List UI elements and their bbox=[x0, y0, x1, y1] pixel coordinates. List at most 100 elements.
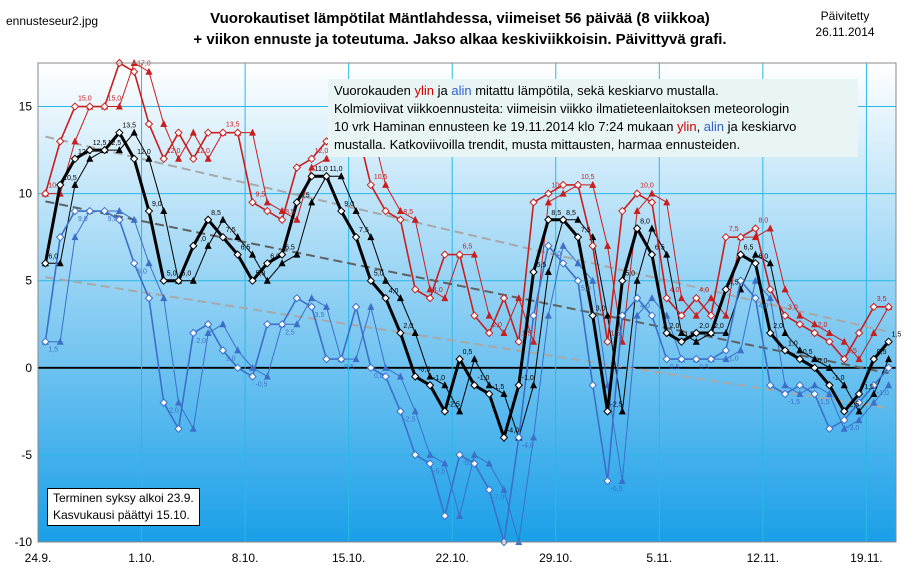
data-label: 10,0 bbox=[640, 183, 654, 190]
data-point bbox=[632, 224, 642, 233]
forecast-max-line-triangle bbox=[204, 154, 212, 162]
axes: -10 -5 0 5 10 15 24.9. 1.10. 8.10. 15.10. 22.10. 29… bbox=[15, 62, 897, 565]
data-label: 8,5 bbox=[551, 210, 561, 217]
data-point bbox=[174, 276, 183, 285]
forecast-max-line-triangle bbox=[411, 215, 419, 223]
forecast-max-line-triangle bbox=[633, 207, 641, 215]
data-point bbox=[840, 407, 849, 416]
forecast-min-line-triangle bbox=[500, 485, 508, 493]
file-label: ennusteseur2.jpg bbox=[6, 14, 99, 28]
data-point bbox=[129, 67, 139, 76]
forecast-max-line-triangle bbox=[500, 328, 508, 336]
forecast-min-line-triangle bbox=[870, 398, 878, 406]
data-label: 0,5 bbox=[803, 349, 813, 356]
forecast-mean-line bbox=[45, 131, 890, 440]
data-point bbox=[544, 241, 553, 251]
forecast-min-line-triangle bbox=[855, 416, 863, 424]
series-line-1 bbox=[44, 210, 890, 543]
forecast-max-line-triangle bbox=[589, 180, 597, 188]
forecast-mean-line-triangle bbox=[308, 198, 316, 206]
data-point bbox=[692, 293, 701, 303]
x-tick-label: 24.9. bbox=[25, 551, 52, 565]
forecast-min-line-triangle bbox=[263, 372, 271, 380]
data-point bbox=[144, 119, 154, 129]
data-point bbox=[100, 206, 109, 216]
data-point bbox=[322, 172, 331, 181]
forecast-max-line-triangle bbox=[308, 163, 316, 171]
data-point bbox=[159, 276, 168, 285]
data-label: 6,5 bbox=[655, 245, 665, 252]
data-point bbox=[70, 102, 80, 111]
data-point bbox=[322, 354, 331, 364]
data-point bbox=[558, 180, 568, 190]
data-point bbox=[144, 206, 154, 216]
data-point bbox=[100, 145, 109, 155]
data-point bbox=[706, 328, 716, 338]
forecast-min-line-triangle bbox=[411, 407, 419, 415]
forecast-min-line-triangle bbox=[322, 302, 330, 310]
data-point bbox=[307, 154, 316, 164]
data-label: 0,0 bbox=[374, 373, 384, 380]
data-label: 15,0 bbox=[108, 96, 122, 103]
data-label: 0,5 bbox=[699, 364, 709, 371]
forecast-mean-line-triangle bbox=[648, 224, 656, 232]
data-label: 10,5 bbox=[374, 174, 388, 181]
data-point bbox=[766, 328, 775, 338]
data-label: 6,5 bbox=[285, 245, 295, 252]
forecast-min-line-triangle bbox=[811, 381, 819, 389]
data-label: -2,0 bbox=[167, 408, 179, 415]
data-label: 11,0 bbox=[329, 166, 342, 173]
data-point bbox=[455, 450, 464, 460]
data-point bbox=[484, 328, 494, 338]
data-label: 8,5 bbox=[285, 209, 295, 216]
forecast-mean-line-triangle bbox=[441, 381, 449, 389]
data-label: 2,0 bbox=[699, 323, 709, 330]
forecast-min-line-triangle bbox=[781, 381, 789, 389]
forecast-mean-line-triangle bbox=[352, 207, 360, 215]
data-point bbox=[396, 328, 405, 338]
forecast-mean-line-triangle bbox=[811, 355, 819, 363]
forecast-mean-line-triangle bbox=[382, 276, 390, 284]
forecast-min-line-triangle bbox=[737, 346, 745, 354]
data-label: 10,5 bbox=[63, 175, 77, 182]
forecast-max-line-triangle bbox=[870, 328, 878, 336]
data-point bbox=[189, 328, 198, 338]
data-point bbox=[41, 259, 50, 268]
forecast-mean-line-triangle bbox=[678, 328, 685, 336]
forecast-mean-line-triangle bbox=[530, 381, 538, 389]
data-point bbox=[292, 163, 302, 172]
forecast-min-line-triangle bbox=[71, 233, 79, 241]
data-point bbox=[677, 354, 686, 364]
data-point bbox=[825, 381, 834, 390]
data-point bbox=[396, 215, 405, 224]
data-point bbox=[618, 206, 627, 216]
data-label: -1,0 bbox=[477, 375, 489, 382]
forecast-min-line-triangle bbox=[234, 346, 242, 354]
trend-lines bbox=[45, 135, 889, 410]
data-label: 4,5 bbox=[729, 279, 739, 286]
x-tick-label: 8.10. bbox=[232, 551, 259, 565]
data-label: 3,5 bbox=[315, 312, 325, 319]
data-point bbox=[85, 102, 94, 111]
forecast-max-line-triangle bbox=[115, 102, 123, 110]
data-point bbox=[514, 381, 523, 390]
forecast-min-line-triangle bbox=[825, 389, 833, 397]
data-label: 6,0 bbox=[758, 253, 768, 260]
forecast-max-line-triangle bbox=[811, 320, 819, 328]
data-label: 8,5 bbox=[566, 210, 576, 217]
data-point bbox=[840, 415, 849, 425]
forecast-mean-line-triangle bbox=[367, 233, 375, 241]
x-tick-label: 19.11. bbox=[850, 551, 882, 565]
forecast-min-line-triangle bbox=[115, 207, 123, 215]
forecast-min-line-triangle bbox=[396, 372, 404, 380]
data-point bbox=[218, 232, 228, 242]
forecast-max-line-triangle bbox=[722, 311, 730, 319]
forecast-mean-line-triangle bbox=[751, 250, 759, 258]
forecast-min-line-triangle bbox=[219, 320, 227, 328]
data-point bbox=[440, 250, 450, 259]
data-point bbox=[381, 206, 390, 216]
data-point bbox=[632, 189, 642, 198]
plot-frame bbox=[37, 62, 897, 543]
data-point bbox=[411, 450, 420, 460]
data-label: 2,0 bbox=[196, 338, 206, 345]
